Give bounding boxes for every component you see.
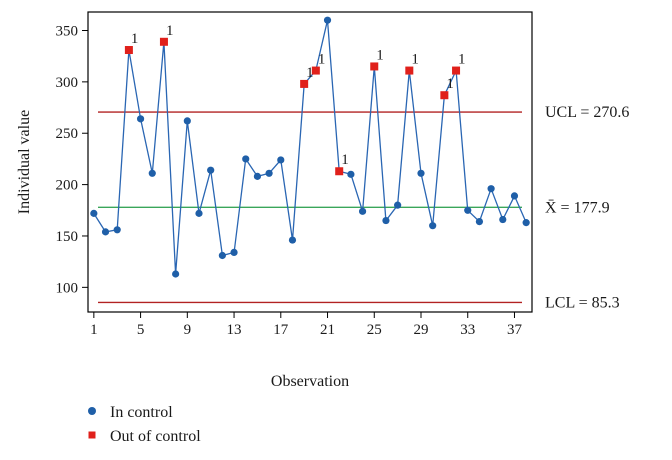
in-control-point: [487, 185, 495, 193]
in-control-point: [148, 169, 156, 177]
y-axis-title: Individual value: [16, 110, 33, 214]
in-control-point: [218, 251, 226, 260]
in-control-point: [265, 169, 273, 177]
y-tick-label: 300: [56, 75, 79, 91]
in-control-point: [242, 155, 250, 163]
x-tick-label: 5: [137, 322, 145, 338]
in-control-point: [172, 270, 180, 278]
out-of-control-point: [440, 91, 449, 100]
control-limit-lines: [98, 111, 522, 304]
x-tick-label: 13: [227, 322, 242, 338]
y-tick-label: 350: [56, 23, 79, 39]
out-of-control-marker-label: 1: [341, 152, 349, 168]
x-axis-title: Observation: [271, 373, 349, 390]
in-control-point: [499, 215, 507, 224]
y-tick-label: 150: [56, 229, 79, 245]
legend-in-control-marker: [88, 407, 96, 415]
out-of-control-marker-label: 1: [306, 65, 314, 81]
legend-out-of-control-marker: [88, 431, 96, 439]
in-control-point: [382, 216, 390, 225]
out-of-control-point: [452, 66, 461, 75]
y-tick-label: 250: [56, 126, 79, 142]
out-of-control-marker-label: 1: [318, 52, 326, 68]
in-control-point: [347, 170, 355, 178]
plot-area: [87, 11, 533, 313]
in-control-point: [253, 172, 262, 180]
control-limit-labels: UCL = 270.6 X̄ = 177.9 LCL = 85.3: [545, 104, 629, 311]
out-of-control-point: [311, 66, 320, 75]
x-tick-label: 33: [460, 322, 475, 338]
in-control-point: [323, 16, 332, 24]
y-tick-label: 200: [56, 178, 79, 194]
legend-in-control-label: In control: [110, 404, 173, 421]
out-of-control-marker-label: 1: [131, 31, 139, 47]
series-line: [93, 20, 527, 275]
x-tick-label: 29: [414, 322, 429, 338]
out-of-control-point: [370, 62, 379, 71]
in-control-point: [136, 115, 145, 123]
x-tick-label: 21: [320, 322, 335, 338]
in-control-point: [195, 209, 203, 217]
in-control-point: [183, 117, 191, 125]
out-of-control-point: [335, 167, 344, 176]
in-control-point: [464, 206, 472, 214]
in-control-point: [429, 222, 437, 230]
in-control-point: [90, 209, 98, 217]
in-control-point: [394, 201, 402, 209]
center-line-label: X̄ = 177.9: [545, 199, 610, 216]
in-control-point: [288, 236, 297, 244]
in-control-point: [522, 219, 530, 227]
x-tick-label: 1: [90, 322, 98, 338]
lcl-label: LCL = 85.3: [545, 294, 620, 311]
in-control-point: [101, 228, 110, 236]
x-tick-label: 17: [273, 322, 289, 338]
y-tick-label: 100: [56, 280, 79, 296]
legend: In control Out of control: [88, 404, 201, 445]
out-of-control-point: [159, 37, 168, 46]
out-of-control-point: [124, 46, 133, 55]
x-tick-label: 37: [507, 322, 523, 338]
in-control-point: [277, 156, 285, 164]
in-control-point: [113, 226, 121, 234]
out-of-control-marker-label: 1: [376, 47, 384, 63]
x-tick-label: 9: [184, 322, 192, 338]
legend-out-of-control-label: Out of control: [110, 428, 201, 445]
ucl-label: UCL = 270.6: [545, 104, 629, 121]
plot-frame: [87, 11, 533, 313]
out-of-control-marker-label: 1: [166, 23, 174, 39]
out-of-control-marker-label: 1: [446, 76, 454, 92]
out-of-control-marker-label: 1: [458, 52, 466, 68]
in-control-point: [358, 207, 367, 215]
in-control-point: [417, 169, 425, 177]
x-tick-label: 25: [367, 322, 382, 338]
in-control-point: [475, 217, 484, 226]
axes: Observation Individual value 1 5 9 13 17 21 25…: [16, 23, 522, 390]
in-control-point: [510, 192, 519, 200]
in-control-point: [230, 248, 238, 257]
out-of-control-point: [405, 66, 414, 75]
out-of-control-marker-label: 1: [411, 52, 419, 68]
in-control-point: [207, 166, 215, 174]
out-of-control-point: [300, 79, 309, 88]
